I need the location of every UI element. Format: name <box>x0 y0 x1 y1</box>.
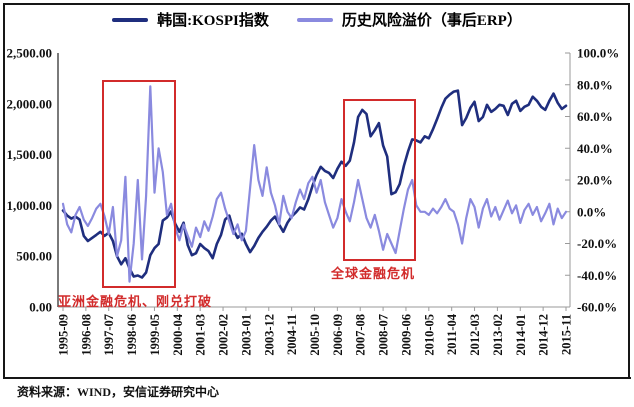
x-axis-tick-label: 2001-03 <box>194 314 208 356</box>
y-axis-right-tick-label: 100.0% <box>577 46 619 61</box>
x-axis-tick-label: 2015-11 <box>560 314 574 355</box>
x-axis-tick-label: 2014-01 <box>514 314 528 356</box>
legend-label-kospi: 韩国:KOSPI指数 <box>157 13 269 29</box>
x-axis-tick-label: 2002-02 <box>217 314 231 356</box>
y-axis-left-tick-label: 1,500.00 <box>7 147 53 162</box>
y-axis-right-tick-label: 20.0% <box>577 173 613 188</box>
crisis-box-asian-financial-crisis <box>102 80 176 288</box>
chart-frame <box>3 3 630 403</box>
x-axis-tick-label: 2000-04 <box>171 313 185 355</box>
x-axis-tick-label: 2008-07 <box>377 314 391 356</box>
legend: 韩国:KOSPI指数 历史风险溢价（事后ERP） <box>0 9 634 30</box>
y-axis-left-tick-label: 2,500.00 <box>7 46 53 61</box>
x-axis-tick-label: 1996-08 <box>79 314 93 356</box>
y-axis-left-tick-label: 2,000.00 <box>7 96 53 111</box>
source-text: 资料来源：WIND，安信证券研究中心 <box>17 385 220 399</box>
x-axis-tick-label: 2013-02 <box>491 314 505 356</box>
x-axis-tick-label: 2003-01 <box>239 314 253 356</box>
x-axis-tick-label: 1997-07 <box>102 314 116 356</box>
x-axis-tick-label: 2012-03 <box>468 314 482 356</box>
kospi-line-swatch-icon <box>112 17 149 22</box>
x-axis-tick-label: 2007-08 <box>354 314 368 356</box>
series-line-erp <box>61 85 568 283</box>
x-axis-tick-label: 2014-12 <box>537 314 551 356</box>
legend-item-erp: 历史风险溢价（事后ERP） <box>296 9 522 30</box>
x-axis-tick-label: 2011-04 <box>445 313 459 355</box>
legend-label-erp: 历史风险溢价（事后ERP） <box>341 13 522 29</box>
y-axis-right-tick-label: 80.0% <box>577 77 613 92</box>
y-axis-right-tick-label: 40.0% <box>577 141 613 156</box>
x-axis-tick-label: 2010-05 <box>422 314 436 356</box>
y-axis-left-tick-label: 1,000.00 <box>7 198 53 213</box>
y-axis-right-tick-label: -60.0% <box>577 300 617 315</box>
y-axis-left-tick-label: 500.00 <box>16 249 52 264</box>
x-axis-tick-label: 1995-09 <box>57 314 71 356</box>
x-axis-tick-label: 1998-06 <box>125 314 139 356</box>
crisis-box-global-financial-crisis <box>343 99 416 261</box>
x-axis-tick-label: 2005-10 <box>308 314 322 356</box>
y-axis-right-tick-label: -20.0% <box>577 236 617 251</box>
source-bar: 资料来源：WIND，安信证券研究中心 <box>3 377 631 404</box>
legend-item-kospi: 韩国:KOSPI指数 <box>112 9 269 30</box>
y-axis-right-tick-label: 60.0% <box>577 109 613 124</box>
x-axis-tick-label: 2009-06 <box>399 314 413 356</box>
x-axis-tick-label: 2006-09 <box>331 314 345 356</box>
annotation-global-crisis: 全球金融危机 <box>331 266 416 281</box>
y-axis-right-tick-label: -40.0% <box>577 268 617 283</box>
erp-line-swatch-icon <box>296 17 333 22</box>
x-axis-tick-label: 2004-11 <box>285 314 299 355</box>
y-axis-left-tick-label: 0.00 <box>29 300 52 315</box>
y-axis-right-tick-label: 0.0% <box>577 204 606 219</box>
x-axis-tick-label: 2003-12 <box>262 314 276 356</box>
x-axis-tick-label: 1999-05 <box>148 314 162 356</box>
annotation-asian-crisis: 亚洲金融危机、刚兑打破 <box>58 294 213 309</box>
